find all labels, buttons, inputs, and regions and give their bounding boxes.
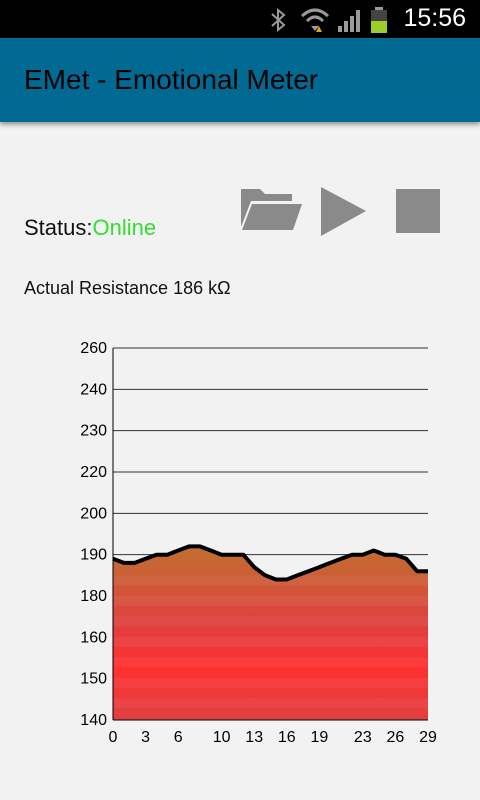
x-tick-label: 6 <box>174 729 183 746</box>
clock: 15:56 <box>403 4 466 32</box>
play-icon[interactable] <box>318 183 370 241</box>
y-tick-label: 140 <box>80 712 107 729</box>
x-tick-label: 16 <box>278 729 296 746</box>
status-label: Status: <box>24 215 93 240</box>
resistance-chart: 140 150 160 180 190 200 220 230 240 260 0 3 6 10 13 16… <box>80 340 437 746</box>
fill-band <box>113 575 428 586</box>
wifi-icon <box>300 8 330 32</box>
actual-resistance: Actual Resistance 186 kΩ <box>24 278 231 298</box>
status-value: Online <box>92 215 157 240</box>
x-tick-label: 0 <box>109 729 118 746</box>
y-tick-label: 260 <box>80 340 107 357</box>
fill-band <box>113 657 428 668</box>
y-tick-label: 190 <box>80 547 107 564</box>
y-tick-label: 200 <box>80 505 107 522</box>
fill-band <box>113 677 428 688</box>
x-tick-label: 13 <box>245 729 263 746</box>
x-tick-label: 23 <box>354 729 372 746</box>
y-tick-label: 220 <box>80 464 107 481</box>
fill-band <box>113 636 428 647</box>
app-title: EMet - Emotional Meter <box>24 64 319 95</box>
battery-icon <box>371 7 387 33</box>
x-tick-label: 10 <box>213 729 231 746</box>
y-tick-label: 180 <box>80 588 107 605</box>
fill-band <box>113 616 428 627</box>
stop-icon[interactable] <box>394 183 442 235</box>
status-line: Status:Online <box>24 215 156 241</box>
fill-band <box>113 718 428 729</box>
y-tick-label: 160 <box>80 629 107 646</box>
y-tick-label: 230 <box>80 423 107 440</box>
y-tick-label: 150 <box>80 671 107 688</box>
status-bar: 15:56 <box>0 0 480 38</box>
bluetooth-icon <box>271 7 286 33</box>
x-tick-label: 3 <box>141 729 150 746</box>
app-bar: EMet - Emotional Meter <box>0 38 480 122</box>
x-tick-label: 29 <box>419 729 437 746</box>
x-tick-label: 19 <box>310 729 328 746</box>
area-fill <box>113 546 428 720</box>
x-tick-label: 26 <box>387 729 405 746</box>
y-tick-label: 240 <box>80 381 107 398</box>
fill-band <box>113 595 428 606</box>
folder-open-icon[interactable] <box>238 183 304 235</box>
fill-band <box>113 698 428 709</box>
series-line <box>112 544 428 582</box>
signal-icon <box>338 10 360 32</box>
